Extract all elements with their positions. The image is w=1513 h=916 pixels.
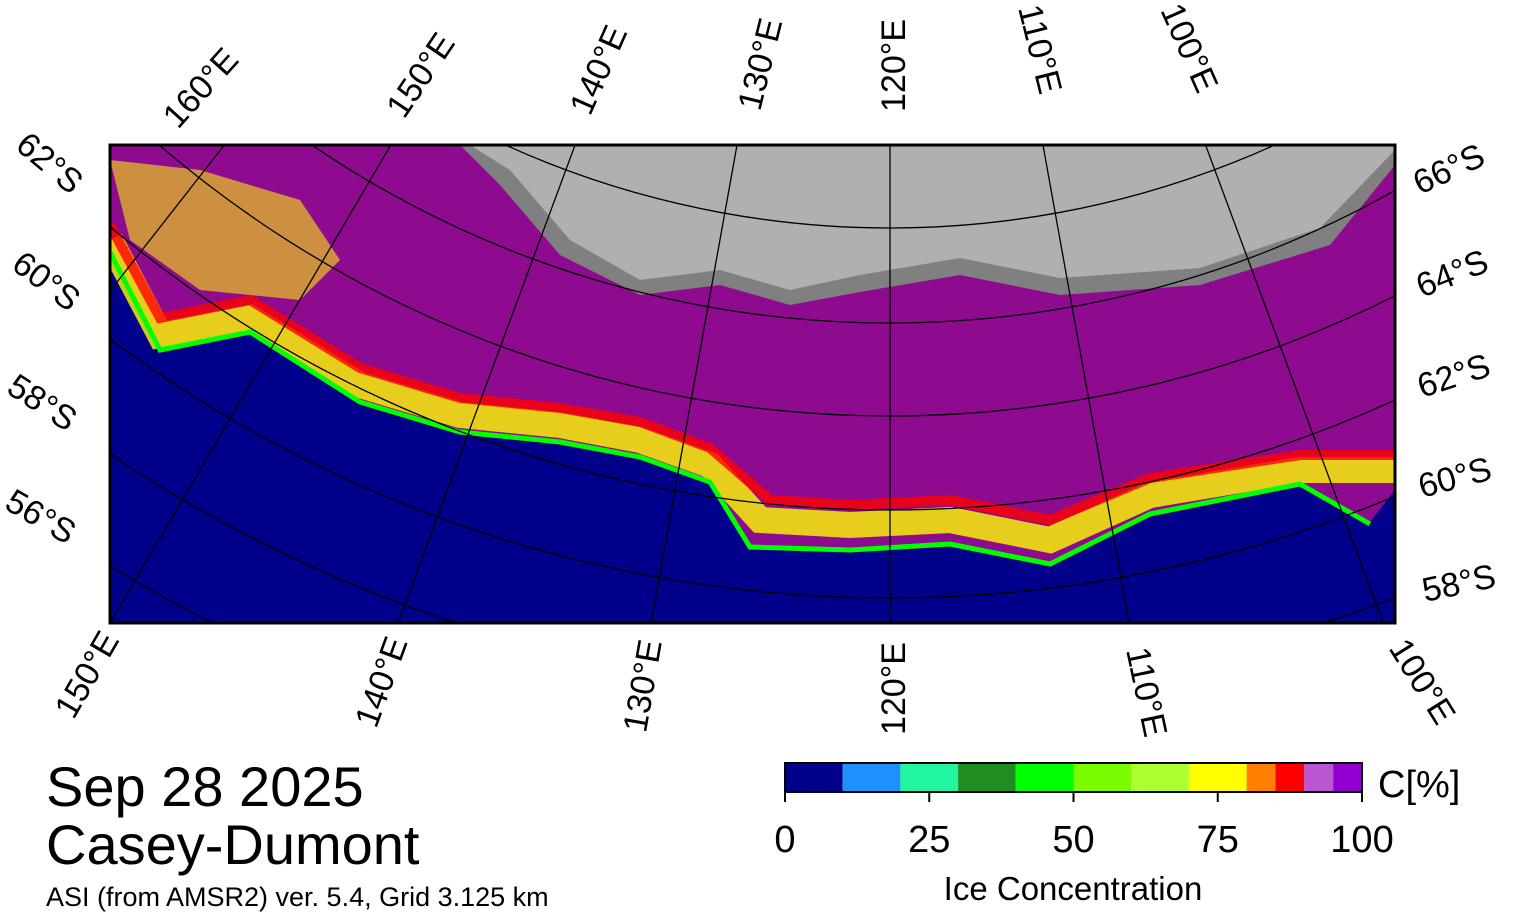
lon-label: 100°E xyxy=(1381,632,1463,731)
lon-label: 110°E xyxy=(1010,1,1069,98)
lat-label: 58°S xyxy=(1,367,84,439)
parallel xyxy=(158,145,1395,417)
colorbar-segment xyxy=(1304,763,1334,792)
lat-label: 58°S xyxy=(1419,557,1499,610)
colorbar-segment xyxy=(842,763,901,792)
colorbar-segment xyxy=(1333,763,1362,792)
lon-label: 130°E xyxy=(616,637,670,735)
lon-label: 150°E xyxy=(48,625,127,725)
map-frame xyxy=(108,143,1397,625)
colorbar-tick-label: 75 xyxy=(1197,819,1239,861)
colorbar-segment xyxy=(1246,763,1276,792)
lat-label: 60°S xyxy=(1414,450,1495,506)
lat-label: 64°S xyxy=(1411,242,1494,305)
bottom-labels: 150°E 140°E 130°E 120°E 110°E 100°E xyxy=(48,625,1463,740)
parallel xyxy=(311,145,1395,324)
lon-label: 120°E xyxy=(875,19,913,112)
colorbar-segment xyxy=(1188,763,1247,792)
colorbar-segment xyxy=(1073,763,1132,792)
colorbar-tick-label: 0 xyxy=(774,819,795,861)
lon-label: 140°E xyxy=(348,632,416,732)
colorbar: 0 25 50 75 100 xyxy=(774,762,1394,861)
colorbar-tick-label: 100 xyxy=(1330,819,1393,861)
ice-edge-yellow xyxy=(110,233,1395,554)
lat-label: 60°S xyxy=(5,244,87,319)
right-labels: 66°S 64°S 62°S 60°S 58°S xyxy=(1407,136,1499,609)
colorbar-segment xyxy=(1131,763,1189,792)
lat-label: 62°S xyxy=(9,125,90,202)
lon-label: 100°E xyxy=(1153,0,1226,98)
ice-edge-green xyxy=(110,250,1372,567)
lon-label: 110°E xyxy=(1118,644,1174,740)
source: ASI (from AMSR2) ver. 5.4, Grid 3.125 km xyxy=(46,882,549,912)
colorbar-segment xyxy=(958,763,1016,792)
colorbar-unit: C[%] xyxy=(1378,764,1460,806)
colorbar-segment xyxy=(1015,763,1074,792)
colorbar-segment xyxy=(785,763,843,792)
colorbar-segment xyxy=(1275,763,1305,792)
lat-label: 56°S xyxy=(0,482,82,552)
lon-label: 140°E xyxy=(563,20,636,120)
colorbar-segment xyxy=(900,763,959,792)
lon-label: 160°E xyxy=(156,41,246,136)
lat-label: 66°S xyxy=(1407,136,1490,202)
parallel xyxy=(504,145,1276,229)
parallel xyxy=(110,337,1395,599)
colorbar-tick-label: 25 xyxy=(908,819,950,861)
left-labels: 62°S 60°S 58°S 56°S xyxy=(0,125,90,552)
parallel xyxy=(110,225,1395,511)
colorbar-tick-label: 50 xyxy=(1052,819,1094,861)
date: Sep 28 2025 xyxy=(46,755,364,818)
pack-ice-yellow xyxy=(110,160,340,300)
lon-label: 130°E xyxy=(731,14,790,113)
region: Casey-Dumont xyxy=(46,813,420,876)
land xyxy=(470,145,1395,290)
top-labels: 160°E 150°E 140°E 130°E 120°E 110°E 100°… xyxy=(156,0,1226,135)
lon-label: 120°E xyxy=(875,642,913,735)
lat-label: 62°S xyxy=(1413,347,1495,406)
lon-label: 150°E xyxy=(379,26,463,124)
colorbar-label: Ice Concentration xyxy=(944,870,1203,907)
